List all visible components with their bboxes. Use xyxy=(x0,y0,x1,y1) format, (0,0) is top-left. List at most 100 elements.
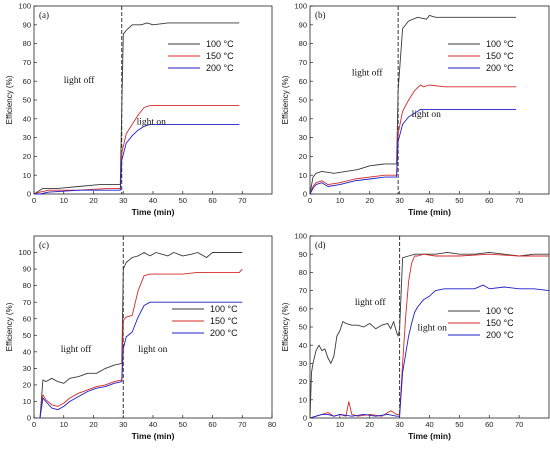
legend-entry-100: 100 °C xyxy=(486,306,514,316)
y-tick-label: 40 xyxy=(299,341,307,350)
x-tick-label: 20 xyxy=(366,420,374,429)
series-line-100 xyxy=(309,14,517,195)
y-axis-label: Efficiency (%) xyxy=(281,75,290,124)
x-tick-label: 40 xyxy=(149,196,157,205)
x-tick-label: 20 xyxy=(89,420,97,429)
x-tick-label: 70 xyxy=(238,196,246,205)
x-tick-label: 0 xyxy=(32,420,36,429)
x-axis-label: Time (min) xyxy=(408,431,451,441)
legend-entry-200: 200 °C xyxy=(206,63,234,73)
y-tick-label: 70 xyxy=(299,286,307,295)
y-tick-label: 30 xyxy=(23,133,31,142)
x-tick-label: 50 xyxy=(179,196,187,205)
x-tick-label: 10 xyxy=(60,420,68,429)
x-tick-label: 10 xyxy=(60,196,68,205)
x-tick-label: 50 xyxy=(455,420,463,429)
y-tick-label: 80 xyxy=(23,39,31,48)
y-tick-label: 90 xyxy=(23,265,31,274)
series-line-150 xyxy=(39,268,243,419)
legend-entry-150: 150 °C xyxy=(210,316,238,326)
series-line-200 xyxy=(34,123,240,195)
x-tick-label: 10 xyxy=(336,196,344,205)
annotation: light off xyxy=(355,297,387,308)
x-axis-label: Time (min) xyxy=(132,207,175,217)
y-tick-label: 70 xyxy=(299,58,307,67)
x-tick-label: 50 xyxy=(179,420,187,429)
x-tick-label: 80 xyxy=(268,420,276,429)
x-tick-label: 70 xyxy=(238,420,246,429)
y-tick-label: 10 xyxy=(23,171,31,180)
y-tick-label: 0 xyxy=(303,190,307,199)
y-axis-label: Efficiency (%) xyxy=(5,75,14,124)
legend-entry-200: 200 °C xyxy=(210,328,238,338)
y-tick-label: 80 xyxy=(299,268,307,277)
y-tick-label: 50 xyxy=(299,323,307,332)
y-tick-label: 80 xyxy=(23,281,31,290)
annotation: light on xyxy=(418,324,448,334)
legend-entry-100: 100 °C xyxy=(206,39,234,49)
x-tick-label: 30 xyxy=(395,196,403,205)
panel-label: (d) xyxy=(315,240,326,250)
y-tick-label: 30 xyxy=(299,359,307,368)
y-tick-label: 50 xyxy=(23,96,31,105)
x-tick-label: 70 xyxy=(515,420,523,429)
legend-entry-200: 200 °C xyxy=(486,63,514,73)
y-tick-label: 60 xyxy=(299,304,307,313)
x-tick-label: 0 xyxy=(308,420,312,429)
y-tick-label: 90 xyxy=(299,250,307,259)
y-tick-label: 60 xyxy=(299,77,307,86)
legend-entry-150: 150 °C xyxy=(486,51,514,61)
panel-label: (a) xyxy=(39,10,49,20)
y-tick-label: 20 xyxy=(23,152,31,161)
legend-entry-100: 100 °C xyxy=(210,304,238,314)
annotation: light off xyxy=(64,75,96,86)
legend-entry-150: 150 °C xyxy=(206,51,234,61)
y-tick-label: 0 xyxy=(27,414,31,423)
x-tick-label: 0 xyxy=(308,196,312,205)
x-tick-label: 40 xyxy=(425,196,433,205)
y-tick-label: 10 xyxy=(299,171,307,180)
series-line-150 xyxy=(33,105,240,195)
series-line-200 xyxy=(309,108,517,195)
y-tick-label: 0 xyxy=(303,414,307,423)
annotation: light off xyxy=(61,344,93,355)
y-tick-label: 60 xyxy=(23,77,31,86)
y-tick-label: 90 xyxy=(299,20,307,29)
legend-entry-200: 200 °C xyxy=(486,330,514,340)
chart-panel-c: 0 10 20 30 40 50 60 70 80 90 100 0 10 20 30 40 50 60 70 80 T… xyxy=(5,235,276,441)
x-axis-label: Time (min) xyxy=(132,431,175,441)
plot-frame xyxy=(33,235,273,419)
x-tick-label: 30 xyxy=(119,420,127,429)
chart-panel-a: 0 10 20 30 40 50 60 70 80 90 100 0 10 20 30 40 50 60 70 Tim… xyxy=(5,2,273,217)
y-tick-label: 100 xyxy=(18,248,31,257)
y-tick-label: 10 xyxy=(23,397,31,406)
chart-panel-d: 0 10 20 30 40 50 60 70 80 90 100 0 10 20 30 40 50 60 70 Tim… xyxy=(281,232,550,441)
x-tick-label: 50 xyxy=(455,196,463,205)
x-tick-label: 40 xyxy=(149,420,157,429)
y-tick-label: 90 xyxy=(23,20,31,29)
y-tick-label: 40 xyxy=(23,114,31,123)
annotation: light off xyxy=(352,68,384,79)
y-tick-label: 20 xyxy=(299,152,307,161)
y-tick-label: 50 xyxy=(23,331,31,340)
y-tick-label: 30 xyxy=(23,364,31,373)
y-tick-label: 40 xyxy=(299,114,307,123)
annotation: light on xyxy=(137,117,167,127)
series-line-150 xyxy=(309,84,517,195)
x-tick-label: 60 xyxy=(485,196,493,205)
x-tick-label: 30 xyxy=(395,420,403,429)
legend-entry-150: 150 °C xyxy=(486,318,514,328)
legend-entry-100: 100 °C xyxy=(486,39,514,49)
y-tick-label: 100 xyxy=(18,2,31,11)
panel-label: (c) xyxy=(39,240,49,250)
series-line-200 xyxy=(39,301,243,419)
series-line-100 xyxy=(33,22,240,195)
y-tick-label: 20 xyxy=(299,377,307,386)
x-tick-label: 60 xyxy=(485,420,493,429)
x-tick-label: 70 xyxy=(515,196,523,205)
y-tick-label: 20 xyxy=(23,381,31,390)
y-tick-label: 80 xyxy=(299,39,307,48)
series-line-100 xyxy=(309,251,549,419)
x-tick-label: 20 xyxy=(366,196,374,205)
series-line-200 xyxy=(309,284,550,419)
